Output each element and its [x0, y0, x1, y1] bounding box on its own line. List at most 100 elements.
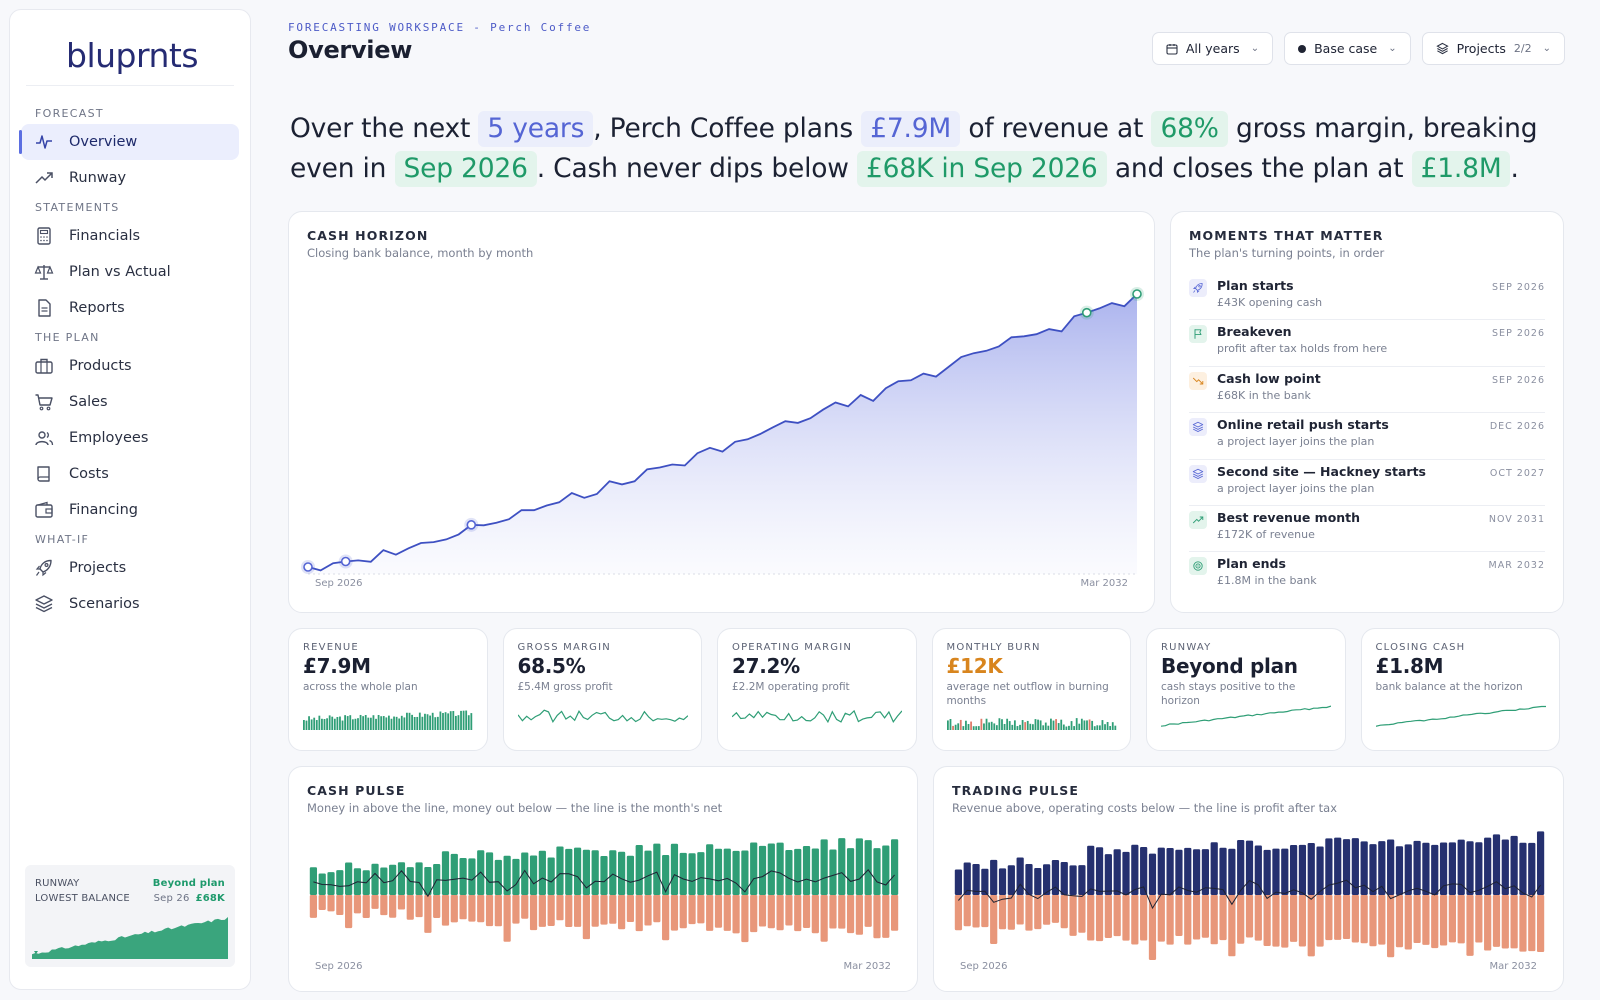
- sidebar-item-overview[interactable]: Overview: [19, 124, 239, 160]
- sidebar-item-sales[interactable]: Sales: [21, 384, 239, 420]
- inflow-bar: [1387, 839, 1395, 895]
- kpi-card-operating-margin[interactable]: OPERATING MARGIN 27.2% £2.2M operating p…: [717, 628, 917, 751]
- nav-group-label: FORECAST: [35, 107, 104, 120]
- spark-bar: [1008, 721, 1011, 730]
- moment-date: SEP 2026: [1492, 374, 1545, 386]
- sidebar-item-runway[interactable]: Runway: [21, 160, 239, 196]
- moment-item[interactable]: Cash low point £68K in the bank SEP 2026: [1189, 367, 1545, 414]
- inflow-bar: [1510, 835, 1518, 895]
- spark-bar: [1003, 723, 1005, 730]
- cart-icon: [35, 394, 53, 411]
- spark-bar: [1064, 726, 1067, 730]
- filter-bar: All years ⌄ Base case ⌄ Projects 2/2 ⌄: [1151, 32, 1565, 65]
- scenario-filter[interactable]: Base case ⌄: [1284, 32, 1411, 65]
- cash-horizon-chart[interactable]: [289, 212, 1156, 614]
- sidebar-item-plan-vs-actual[interactable]: Plan vs Actual: [21, 254, 239, 290]
- sidebar-item-scenarios[interactable]: Scenarios: [21, 586, 239, 622]
- layers-icon-wrap: [34, 594, 54, 614]
- spark-bar: [1018, 724, 1021, 730]
- outflow-bar: [529, 895, 538, 931]
- sidebar-divider: [26, 85, 234, 86]
- moment-marker[interactable]: [340, 556, 351, 567]
- moment-title: Best revenue month: [1217, 509, 1361, 525]
- inflow-bar: [1051, 859, 1060, 895]
- moment-subtitle: £1.8M in the bank: [1217, 574, 1317, 588]
- kpi-card-revenue[interactable]: REVENUE £7.9M across the whole plan: [288, 628, 488, 751]
- inflow-bar: [635, 845, 643, 895]
- sidebar-item-financing[interactable]: Financing: [21, 492, 239, 528]
- x-axis-start-label: Sep 2026: [315, 578, 363, 589]
- outflow-bar: [1113, 895, 1121, 937]
- inflow-bar: [397, 862, 406, 895]
- spark-bar: [467, 715, 470, 730]
- kpi-card-monthly-burn[interactable]: MONTHLY BURN £12K average net outflow in…: [931, 628, 1131, 751]
- spark-bar: [382, 716, 385, 730]
- outflow-bar: [714, 895, 723, 928]
- outflow-bar: [565, 895, 573, 927]
- moment-item[interactable]: Online retail push starts a project laye…: [1189, 413, 1545, 460]
- outflow-bar: [776, 895, 784, 931]
- x-axis-start-label: Sep 2026: [315, 961, 363, 972]
- narrative-margin-highlight: 68%: [1151, 111, 1228, 147]
- moment-marker[interactable]: [1132, 289, 1142, 299]
- moment-item[interactable]: Breakeven profit after tax holds from he…: [1189, 320, 1545, 367]
- moments-list: Plan starts £43K opening cash SEP 2026 B…: [1189, 274, 1545, 599]
- moment-marker[interactable]: [466, 520, 477, 530]
- sidebar-item-products[interactable]: Products: [21, 348, 239, 384]
- outflow-bar: [1104, 895, 1112, 938]
- wallet-icon: [35, 501, 53, 518]
- inflow-bar: [1378, 841, 1386, 895]
- outflow-bar: [600, 895, 608, 925]
- app-logo[interactable]: bluprnts: [66, 36, 199, 75]
- cash-pulse-chart[interactable]: [289, 767, 919, 993]
- outflow-bar: [1060, 895, 1068, 929]
- years-filter[interactable]: All years ⌄: [1151, 32, 1274, 65]
- moment-title: Second site — Hackney starts: [1217, 463, 1426, 479]
- projects-filter[interactable]: Projects 2/2 ⌄: [1421, 32, 1565, 65]
- moment-item[interactable]: Second site — Hackney starts a project l…: [1189, 460, 1545, 506]
- moment-item[interactable]: Plan ends £1.8M in the bank MAR 2032: [1189, 552, 1545, 598]
- moment-marker[interactable]: [303, 562, 313, 572]
- trading-pulse-chart[interactable]: [934, 767, 1565, 993]
- inflow-bar: [644, 850, 652, 895]
- outflow-bar: [758, 895, 767, 927]
- outflow-bar: [972, 895, 980, 928]
- kpi-card-runway[interactable]: RUNWAY Beyond plan cash stays positive t…: [1146, 628, 1346, 751]
- outflow-bar: [1439, 895, 1448, 946]
- sidebar-item-projects[interactable]: Projects: [21, 550, 239, 586]
- outflow-bar: [890, 895, 899, 931]
- spark-bar: [946, 720, 949, 730]
- spark-bar: [339, 716, 341, 730]
- spark-bar: [421, 716, 424, 730]
- moment-marker[interactable]: [1081, 307, 1092, 318]
- inflow-bar: [485, 852, 494, 895]
- sidebar-item-reports[interactable]: Reports: [21, 290, 239, 326]
- moment-item[interactable]: Best revenue month £172K of revenue NOV …: [1189, 506, 1545, 553]
- kpi-card-closing-cash[interactable]: CLOSING CASH £1.8M bank balance at the h…: [1360, 628, 1560, 751]
- inflow-bar: [688, 853, 696, 895]
- cash-pulse-title: CASH PULSE: [307, 783, 406, 798]
- nav-group-label: THE PLAN: [35, 331, 100, 344]
- sidebar-item-label: Products: [69, 358, 132, 374]
- spark-bar: [411, 714, 413, 730]
- inflow-bar: [336, 870, 344, 895]
- sidebar-item-financials[interactable]: Financials: [21, 218, 239, 254]
- outflow-bar: [1016, 895, 1024, 925]
- outflow-bar: [477, 895, 485, 923]
- sidebar: bluprnts FORECAST Overview Runway STATEMENT…: [9, 9, 251, 990]
- spark-bar: [1113, 725, 1116, 730]
- outflow-bar: [345, 895, 353, 929]
- book-icon: [37, 466, 50, 482]
- outflow-bar: [450, 895, 458, 923]
- runway-mini-card[interactable]: RUNWAY Beyond plan LOWEST BALANCE Sep 26…: [25, 865, 235, 967]
- spark-bar: [959, 719, 962, 730]
- sidebar-item-costs[interactable]: Costs: [21, 456, 239, 492]
- outflow-bar: [1245, 895, 1254, 938]
- sidebar-item-employees[interactable]: Employees: [21, 420, 239, 456]
- spark-bar: [1077, 723, 1080, 730]
- kpi-card-gross-margin[interactable]: GROSS MARGIN 68.5% £5.4M gross profit: [502, 628, 702, 751]
- outflow-bar: [626, 895, 635, 923]
- moment-date: OCT 2027: [1489, 467, 1545, 479]
- inflow-bar: [1448, 842, 1456, 895]
- moment-item[interactable]: Plan starts £43K opening cash SEP 2026: [1189, 274, 1545, 321]
